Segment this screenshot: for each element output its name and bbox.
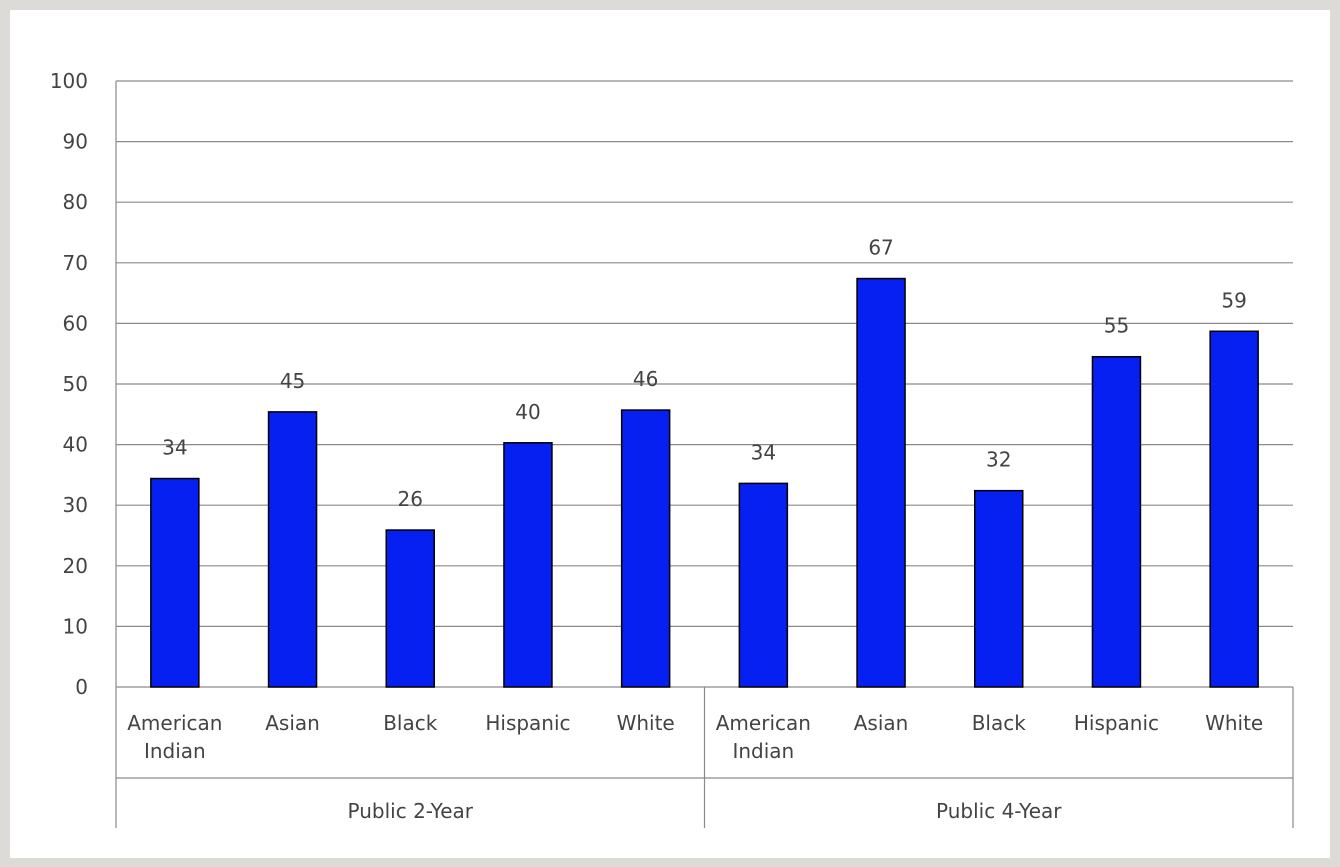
chart-frame: 0 10 20 30 40 50 60 70 80 90 100 34 American Indian 45…	[10, 10, 1330, 858]
category-label: Asian	[854, 711, 909, 735]
bar	[503, 442, 553, 688]
category-label: Indian	[732, 739, 794, 763]
y-tick-label: 40	[63, 433, 88, 457]
y-tick-label: 80	[63, 190, 88, 214]
y-tick-label: 70	[63, 251, 88, 275]
data-label: 45	[280, 369, 305, 393]
category-label: Black	[972, 711, 1027, 735]
y-tick-label: 30	[63, 493, 88, 517]
bar	[738, 482, 789, 688]
data-label: 46	[633, 367, 658, 391]
data-label: 67	[868, 236, 893, 260]
bar	[150, 477, 200, 688]
data-label: 34	[162, 436, 187, 460]
y-tick-label: 50	[63, 372, 88, 396]
y-tick-label: 10	[63, 614, 88, 638]
category-label: Asian	[265, 711, 320, 735]
bar	[267, 411, 318, 688]
category-label: White	[1205, 711, 1263, 735]
category-label: Hispanic	[485, 711, 570, 735]
group-label: Public 2-Year	[348, 799, 474, 823]
data-label: 55	[1104, 314, 1129, 338]
category-label: Black	[383, 711, 438, 735]
bar	[1091, 355, 1142, 688]
data-label: 59	[1221, 288, 1246, 312]
y-tick-label: 60	[63, 311, 88, 335]
bar	[974, 489, 1024, 688]
y-tick-label: 20	[63, 554, 88, 578]
data-label: 34	[751, 440, 776, 464]
category-label: American	[716, 711, 811, 735]
y-tick-label: 90	[63, 130, 88, 154]
data-label: 40	[515, 400, 540, 424]
category-label: American	[127, 711, 222, 735]
data-label: 26	[398, 487, 423, 511]
bar	[620, 409, 671, 688]
y-tick-label: 0	[75, 675, 88, 699]
group-label: Public 4-Year	[936, 799, 1062, 823]
bar	[1209, 330, 1259, 688]
category-label: White	[617, 711, 675, 735]
bar-chart: 0 10 20 30 40 50 60 70 80 90 100 34 American Indian 45…	[50, 69, 1294, 828]
bar	[385, 529, 435, 688]
data-label: 32	[986, 448, 1011, 472]
bar	[856, 277, 906, 688]
category-label: Indian	[144, 739, 206, 763]
y-tick-label: 100	[50, 69, 88, 93]
category-label: Hispanic	[1074, 711, 1159, 735]
